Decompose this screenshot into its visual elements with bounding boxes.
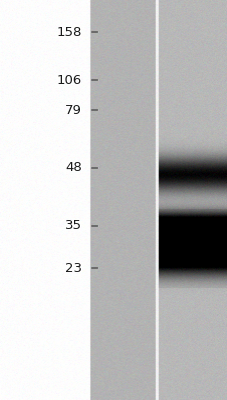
Text: 158: 158 bbox=[57, 26, 82, 38]
FancyBboxPatch shape bbox=[0, 0, 91, 400]
Text: 48: 48 bbox=[65, 162, 82, 174]
Text: 79: 79 bbox=[65, 104, 82, 116]
Text: 23: 23 bbox=[65, 262, 82, 274]
Text: 35: 35 bbox=[65, 220, 82, 232]
Text: 106: 106 bbox=[57, 74, 82, 86]
